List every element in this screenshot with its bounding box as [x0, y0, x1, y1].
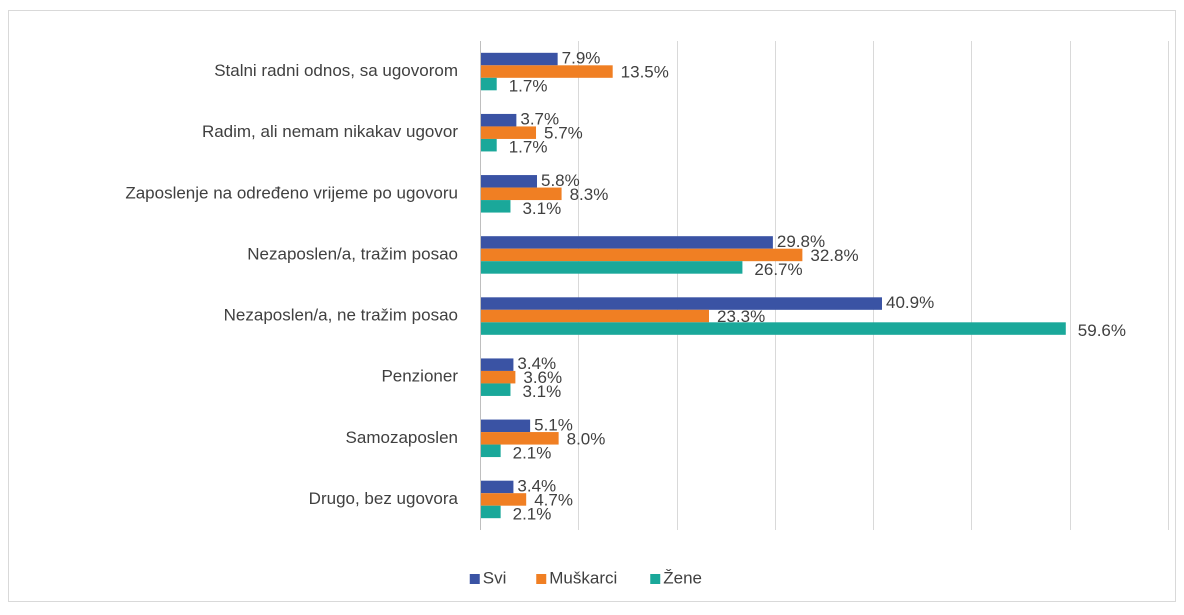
- data-label: 32.8%: [810, 246, 858, 265]
- bar: [480, 126, 537, 139]
- category-label: Penzioner: [381, 367, 458, 386]
- category-label: Zaposlenje na određeno vrijeme po ugovor…: [125, 183, 458, 202]
- category-label: Nezaposlen/a, ne tražim posao: [224, 306, 458, 325]
- data-label: 26.7%: [754, 260, 802, 279]
- category-label: Nezaposlen/a, tražim posao: [247, 244, 458, 263]
- data-label: 7.9%: [562, 49, 601, 68]
- category-label: Samozaposlen: [346, 428, 458, 447]
- category-label: Radim, ali nemam nikakav ugovor: [202, 122, 458, 141]
- bar: [480, 52, 558, 66]
- data-label: 40.9%: [886, 293, 934, 312]
- category-label: Stalni radni odnos, sa ugovorom: [214, 61, 458, 80]
- legend-label: Svi: [483, 568, 507, 587]
- bar: [480, 261, 743, 274]
- data-label: 3.1%: [522, 382, 561, 401]
- bar: [480, 175, 538, 188]
- bar: [480, 432, 559, 445]
- bar: [480, 419, 531, 433]
- bar: [480, 480, 514, 494]
- bar: [480, 297, 882, 310]
- bar: [480, 505, 501, 519]
- data-label: 8.0%: [567, 429, 606, 448]
- data-label: 3.4%: [517, 354, 556, 373]
- data-label: 2.1%: [513, 443, 552, 462]
- data-label: 5.1%: [534, 415, 573, 434]
- data-label: 1.7%: [509, 77, 548, 96]
- data-label: 8.3%: [570, 185, 609, 204]
- legend-swatch: [536, 574, 547, 584]
- bar: [480, 383, 511, 396]
- data-label: 23.3%: [717, 307, 765, 326]
- bar: [480, 370, 516, 384]
- data-label: 4.7%: [534, 490, 573, 509]
- data-label: 5.7%: [544, 124, 583, 143]
- bar: [480, 444, 501, 458]
- bar: [480, 200, 511, 213]
- data-label: 5.8%: [541, 171, 580, 190]
- data-label: 29.8%: [777, 232, 825, 251]
- legend-swatch: [650, 574, 661, 584]
- bar: [480, 187, 562, 201]
- category-label: Drugo, bez ugovora: [309, 489, 459, 508]
- bar: [480, 493, 527, 506]
- bar: [480, 358, 514, 371]
- data-label: 1.7%: [509, 138, 548, 157]
- bar: [480, 77, 497, 91]
- bar: [480, 322, 1066, 335]
- bar: [480, 309, 710, 323]
- data-label: 3.6%: [523, 368, 562, 387]
- data-label: 2.1%: [513, 504, 552, 523]
- bar: [480, 248, 803, 262]
- bar: [480, 236, 773, 249]
- legend-label: Žene: [663, 568, 702, 587]
- legend-swatch: [469, 574, 480, 584]
- data-label: 13.5%: [621, 63, 669, 82]
- bar: [480, 138, 497, 152]
- data-label: 59.6%: [1078, 321, 1126, 340]
- data-label: 3.4%: [517, 476, 556, 495]
- data-label: 3.7%: [520, 110, 559, 129]
- bar: [480, 113, 517, 127]
- legend-label: Muškarci: [549, 568, 617, 587]
- data-label: 3.1%: [522, 199, 561, 218]
- bar: [480, 65, 613, 78]
